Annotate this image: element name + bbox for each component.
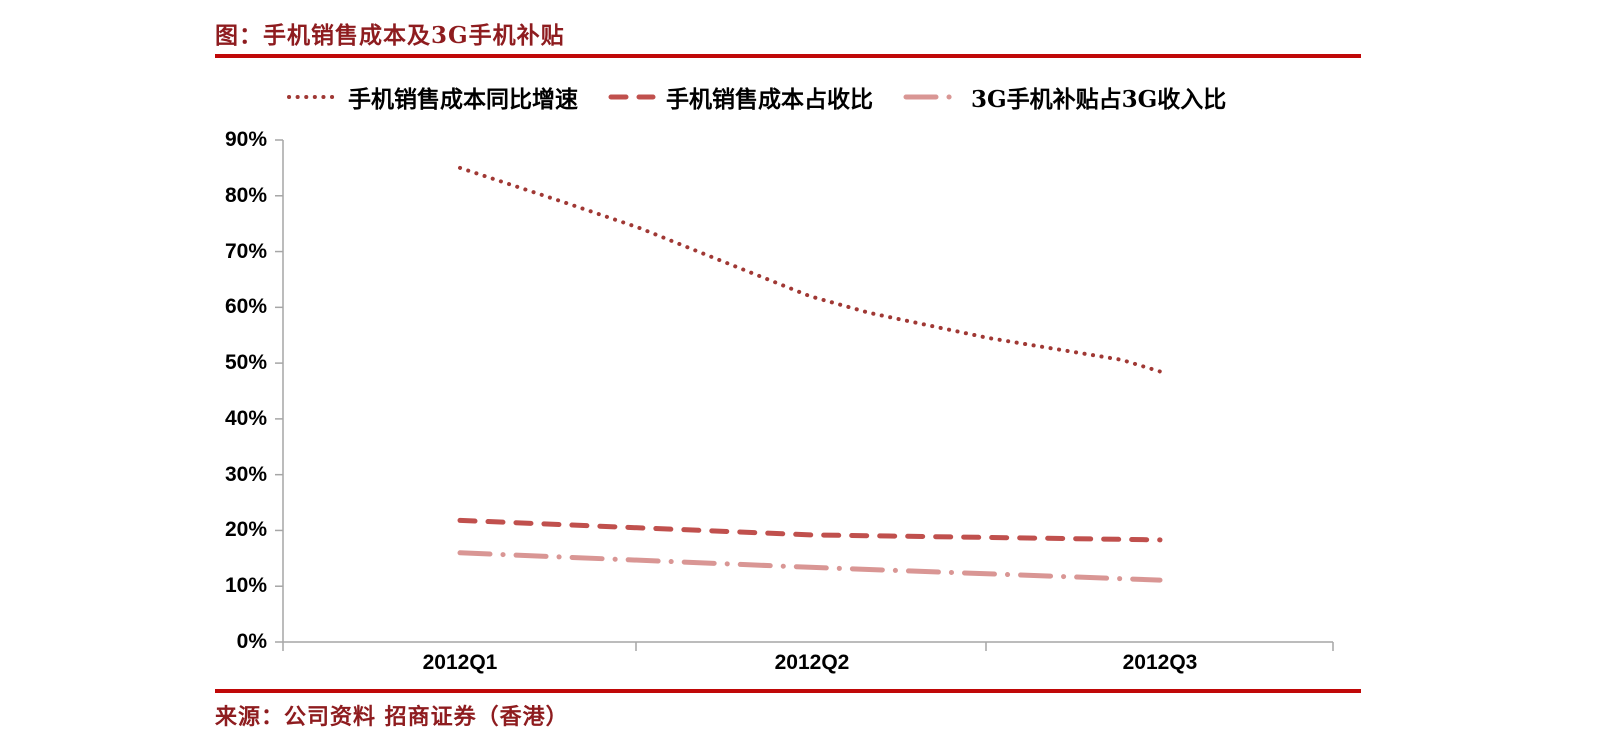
y-axis-tick-label: 80% xyxy=(224,183,267,207)
legend-item-3g-subsidy-ratio: 3G手机补贴占3G收入比 xyxy=(903,80,1226,114)
title-separator-rule xyxy=(215,54,1361,58)
y-axis-tick-label: 50% xyxy=(224,351,267,375)
legend-label: 3G手机补贴占3G收入比 xyxy=(971,86,1227,113)
y-axis-tick-label: 90% xyxy=(224,128,267,151)
series-line-dashed xyxy=(457,517,1163,543)
legend-label: 手机销售成本同比增速 xyxy=(348,86,578,113)
dashdot-line-icon xyxy=(903,94,961,100)
source-text: 来源：公司资料 招商证券（香港） xyxy=(215,704,569,730)
y-axis-tick-label: 70% xyxy=(224,239,267,263)
x-axis-tick-label: 2012Q3 xyxy=(1122,651,1198,674)
dashed-line-icon xyxy=(608,94,656,100)
series-line-dashdot xyxy=(457,550,1163,583)
legend-label: 手机销售成本占收比 xyxy=(666,86,873,113)
x-axis-tick-label: 2012Q2 xyxy=(774,651,850,674)
chart-legend: 手机销售成本同比增速 手机销售成本占收比 3G手机补贴占3G收入比 xyxy=(286,80,1256,114)
y-axis-tick-label: 30% xyxy=(224,462,267,486)
x-axis-tick-label: 2012Q1 xyxy=(422,651,498,674)
y-axis-tick-label: 40% xyxy=(224,406,267,430)
legend-item-cost-to-revenue: 手机销售成本占收比 xyxy=(608,80,873,114)
legend-item-cost-yoy-growth: 手机销售成本同比增速 xyxy=(286,80,578,114)
chart-title: 图：手机销售成本及3G手机补贴 xyxy=(215,22,565,49)
source-separator-rule xyxy=(215,689,1361,693)
y-axis-tick-label: 20% xyxy=(224,518,267,542)
series-line-dotted xyxy=(458,165,1162,374)
y-axis-tick-label: 0% xyxy=(236,630,267,653)
dotted-line-icon xyxy=(287,95,337,99)
y-axis-tick-label: 60% xyxy=(224,295,267,319)
y-axis-tick-label: 10% xyxy=(224,574,267,598)
